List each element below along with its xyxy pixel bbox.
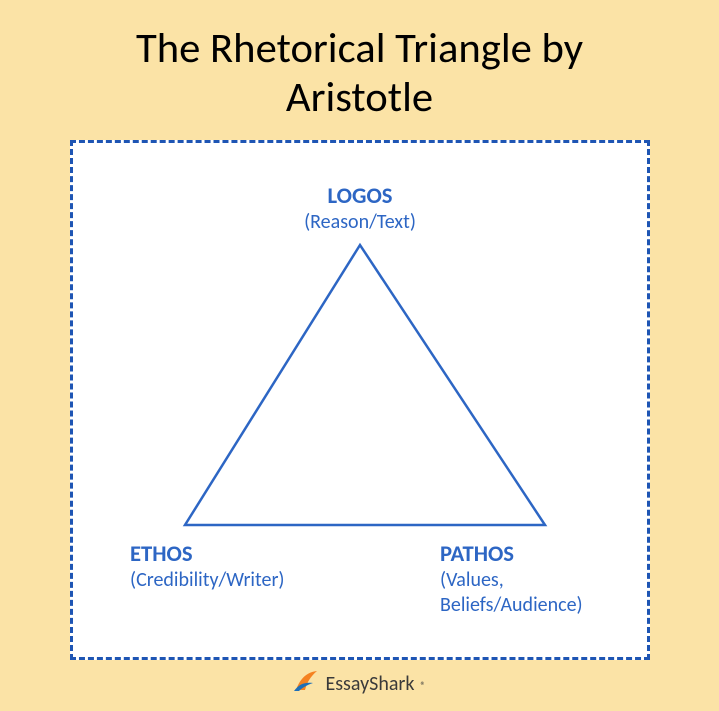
page-root: The Rhetorical Triangle by Aristotle LOG… [0, 0, 719, 711]
vertex-logos: LOGOS (Reason/Text) [260, 182, 460, 235]
vertex-pathos: PATHOS (Values, Beliefs/Audience) [440, 540, 620, 618]
logos-header: LOGOS [260, 182, 460, 210]
shark-fin-icon [293, 670, 319, 697]
footer: EssayShark ® [0, 670, 719, 697]
title-line-2: Aristotle [286, 71, 433, 123]
vertex-ethos: ETHOS (Credibility/Writer) [130, 540, 350, 593]
title-line-1: The Rhetorical Triangle by [136, 22, 583, 74]
page-title: The Rhetorical Triangle by Aristotle [0, 24, 719, 122]
ethos-sub: (Credibility/Writer) [130, 568, 350, 593]
logos-sub: (Reason/Text) [260, 210, 460, 235]
pathos-sub: (Values, Beliefs/Audience) [440, 568, 620, 618]
brand-name: EssayShark [325, 672, 414, 696]
pathos-header: PATHOS [440, 540, 620, 568]
registered-symbol: ® [420, 679, 425, 692]
ethos-header: ETHOS [130, 540, 350, 568]
